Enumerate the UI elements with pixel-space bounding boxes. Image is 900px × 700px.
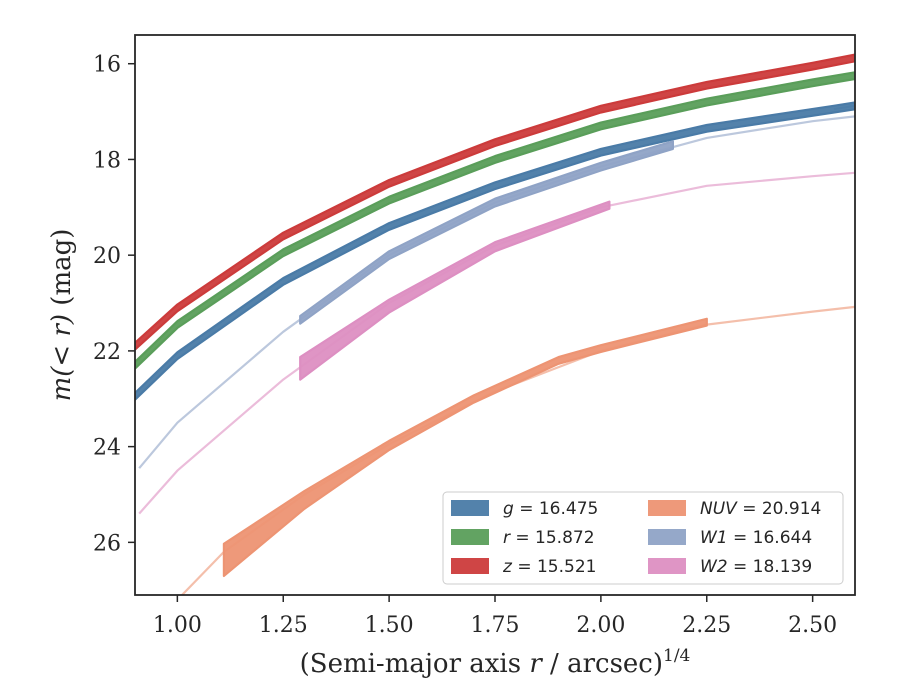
legend-entry-value: = 20.914 [737,499,822,519]
y-tick-label: 24 [93,436,121,461]
x-axis-label-exponent: 1/4 [663,646,690,666]
y-tick-label: 18 [93,148,121,173]
x-tick-label: 2.25 [682,613,731,638]
legend-swatch-z [451,558,489,574]
series-layer [135,53,855,595]
series-r-band [135,71,855,370]
x-tick-label: 2.50 [788,613,837,638]
series-w2-band [299,200,611,381]
legend-entry-name: W2 [700,557,728,577]
legend-swatch-w1 [648,529,686,545]
y-tick-label: 26 [93,531,121,556]
legend-entry-name: NUV [700,499,738,519]
x-tick-label: 1.50 [365,613,414,638]
x-axis-label-var: r [529,649,543,679]
series-nuv-band [222,317,708,577]
series-g-band [135,101,855,401]
y-axis-label-rest: (mag) [47,229,77,314]
legend-entry-w1: W1 = 16.644 [700,528,812,548]
legend-entry-r: r = 15.872 [503,528,595,548]
y-axis-label-main: m [47,377,77,402]
x-tick-label: 1.25 [259,613,308,638]
x-tick-label: 1.75 [471,613,520,638]
y-axis-label: m(< r) (mag) [47,229,77,402]
legend-entry-value: = 18.139 [728,557,813,577]
legend-entry-value: = 15.872 [510,528,595,548]
legend-entry-nuv: NUV = 20.914 [700,499,821,519]
legend-entry-g: g = 16.475 [503,499,598,519]
legend-box [442,491,844,585]
x-tick-label: 1.00 [153,613,202,638]
legend-entry-value: = 16.644 [728,528,813,548]
legend-entry-value: = 15.521 [512,557,597,577]
y-tick-label: 22 [93,340,121,365]
legend-entry-name: g [503,499,514,519]
x-axis-ticks: 1.00 1.25 1.50 1.75 2.00 2.25 2.50 [153,595,837,638]
series-w1-band [299,140,674,325]
series-z-band [135,53,855,351]
legend-swatch-r [451,529,489,545]
legend-entry-name: W1 [700,528,728,548]
legend-swatch-g [451,500,489,516]
y-axis-label-var: (< r) [47,314,77,377]
legend-entry-name: r [503,528,511,548]
legend-entry-w2: W2 = 18.139 [700,557,812,577]
legend-swatch-nuv [648,500,686,516]
legend-entry-value: = 16.475 [514,499,599,519]
legend-swatch-w2 [648,558,686,574]
y-axis-ticks: 16 18 20 22 24 26 [93,53,135,556]
x-axis-label: (Semi-major axis r / arcsec)1/4 [300,646,691,679]
legend-entry-z: z = 15.521 [502,557,596,577]
x-axis-label-main: (Semi-major axis [300,649,530,679]
x-axis-label-rest: / arcsec) [542,649,663,679]
x-tick-label: 2.00 [576,613,625,638]
y-tick-label: 20 [93,244,121,269]
legend-entry-name: z [502,557,513,577]
y-tick-label: 16 [93,53,121,78]
